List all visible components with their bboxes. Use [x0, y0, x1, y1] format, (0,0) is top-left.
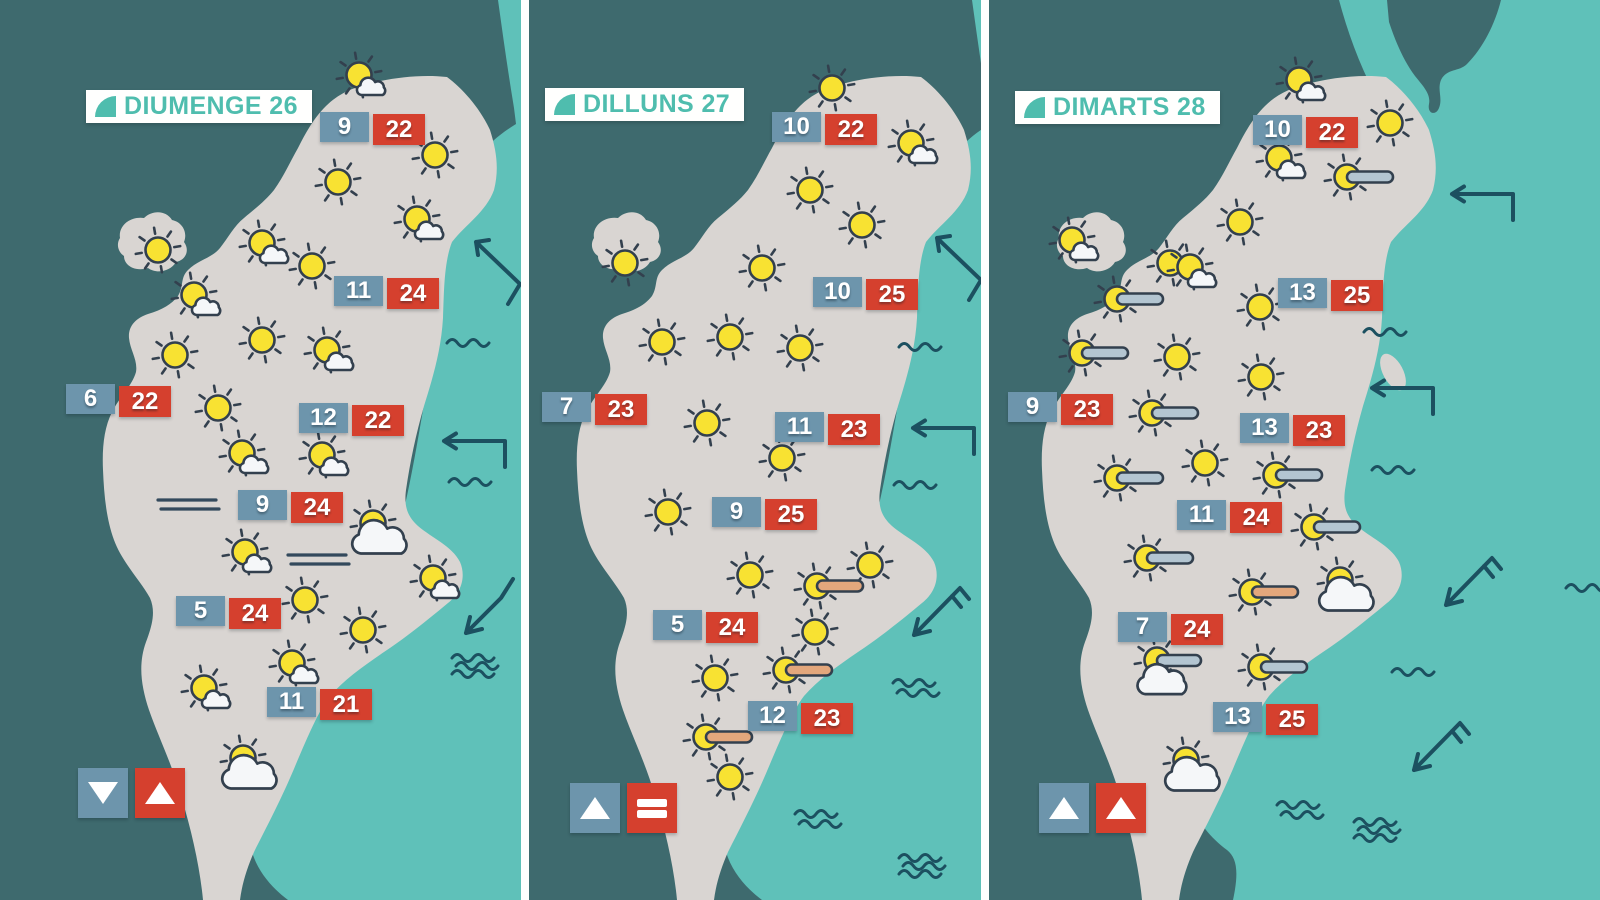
temp-pair: 9 23 [1008, 392, 1113, 425]
temp-pair: 13 25 [1278, 278, 1383, 311]
map-dimarts [989, 0, 1600, 900]
max-temp: 25 [1331, 280, 1383, 311]
min-temp: 11 [267, 687, 316, 717]
min-temp: 9 [1008, 392, 1057, 422]
temp-pair: 7 24 [1118, 612, 1223, 645]
temp-pair: 6 22 [66, 384, 171, 417]
min-temp: 12 [299, 403, 348, 433]
temp-pair: 11 24 [334, 276, 439, 309]
temp-pair: 11 23 [775, 412, 880, 445]
max-temp: 24 [229, 598, 281, 629]
max-temp: 23 [595, 394, 647, 425]
day-title: DIMARTS 28 [1053, 93, 1206, 121]
trend-indicators [78, 768, 185, 818]
max-temp: 24 [291, 492, 343, 523]
temp-pair: 9 24 [238, 490, 343, 523]
max-temp: 22 [1306, 117, 1358, 148]
temp-pair: 10 25 [813, 277, 918, 310]
max-trend-up-icon [1096, 783, 1146, 833]
max-temp: 24 [1230, 502, 1282, 533]
temp-pair: 10 22 [1253, 115, 1358, 148]
day-title: DILLUNS 27 [583, 90, 731, 118]
apunt-logo-icon [95, 96, 116, 117]
temp-pair: 9 25 [712, 497, 817, 530]
trend-indicators [1039, 783, 1146, 833]
max-trend-up-icon [135, 768, 185, 818]
min-trend-up-icon [570, 783, 620, 833]
day-banner: DILLUNS 27 [545, 88, 745, 121]
map-dilluns [529, 0, 981, 900]
min-temp: 6 [66, 384, 115, 414]
min-temp: 11 [1177, 500, 1226, 530]
day-banner: DIMARTS 28 [1015, 91, 1220, 124]
forecast-panel-dimarts-28: DIMARTS 28 10 22 13 25 9 23 13 23 11 24 7 24 13 25 [989, 0, 1600, 900]
min-temp: 13 [1278, 278, 1327, 308]
min-temp: 10 [772, 112, 821, 142]
min-temp: 11 [775, 412, 824, 442]
min-temp: 11 [334, 276, 383, 306]
temp-pair: 13 23 [1240, 413, 1345, 446]
max-temp: 25 [1266, 704, 1318, 735]
temp-pair: 5 24 [653, 610, 758, 643]
trend-indicators [570, 783, 677, 833]
min-temp: 7 [542, 392, 591, 422]
max-temp: 21 [320, 689, 372, 720]
max-temp: 23 [1293, 415, 1345, 446]
forecast-panel-diumenge-26: DIUMENGE 26 9 22 11 24 6 22 12 22 9 24 5 24 11 21 [0, 0, 521, 900]
temp-pair: 7 23 [542, 392, 647, 425]
min-temp: 10 [813, 277, 862, 307]
min-temp: 13 [1240, 413, 1289, 443]
min-temp: 5 [176, 596, 225, 626]
temp-pair: 11 21 [267, 687, 372, 720]
apunt-logo-icon [1024, 97, 1045, 118]
max-temp: 24 [706, 612, 758, 643]
temp-pair: 12 23 [748, 701, 853, 734]
min-temp: 7 [1118, 612, 1167, 642]
max-temp: 24 [387, 278, 439, 309]
min-temp: 10 [1253, 115, 1302, 145]
max-trend-equal-icon [627, 783, 677, 833]
forecast-panel-dilluns-27: DILLUNS 27 10 22 10 25 7 23 11 23 9 25 5 24 12 23 [529, 0, 981, 900]
temp-pair: 10 22 [772, 112, 877, 145]
apunt-logo-icon [554, 94, 575, 115]
temp-pair: 11 24 [1177, 500, 1282, 533]
max-temp: 24 [1171, 614, 1223, 645]
min-trend-down-icon [78, 768, 128, 818]
max-temp: 22 [825, 114, 877, 145]
map-diumenge [0, 0, 521, 900]
min-temp: 9 [320, 112, 369, 142]
day-title: DIUMENGE 26 [124, 92, 298, 120]
min-temp: 5 [653, 610, 702, 640]
min-temp: 9 [238, 490, 287, 520]
max-temp: 23 [1061, 394, 1113, 425]
max-temp: 25 [866, 279, 918, 310]
day-banner: DIUMENGE 26 [86, 90, 312, 123]
temp-pair: 13 25 [1213, 702, 1318, 735]
min-trend-up-icon [1039, 783, 1089, 833]
temp-pair: 12 22 [299, 403, 404, 436]
max-temp: 22 [352, 405, 404, 436]
min-temp: 13 [1213, 702, 1262, 732]
max-temp: 23 [828, 414, 880, 445]
temp-pair: 9 22 [320, 112, 425, 145]
max-temp: 22 [373, 114, 425, 145]
max-temp: 25 [765, 499, 817, 530]
max-temp: 23 [801, 703, 853, 734]
min-temp: 9 [712, 497, 761, 527]
temp-pair: 5 24 [176, 596, 281, 629]
min-temp: 12 [748, 701, 797, 731]
max-temp: 22 [119, 386, 171, 417]
